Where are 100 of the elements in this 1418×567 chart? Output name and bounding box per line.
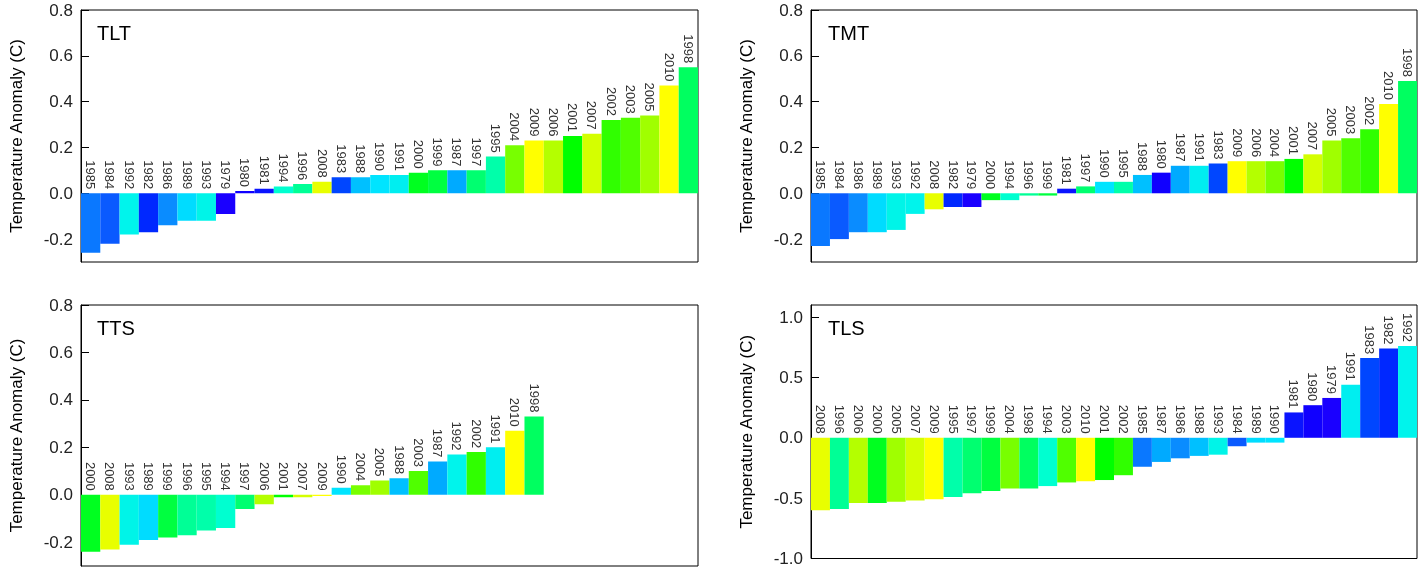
bar bbox=[1170, 437, 1190, 459]
bar bbox=[485, 447, 506, 495]
category-label: 2006 bbox=[1248, 128, 1264, 158]
category-label: 2001 bbox=[1286, 125, 1302, 155]
category-label: 1996 bbox=[831, 404, 847, 434]
category-label: 2008 bbox=[314, 148, 330, 178]
category-label: 2009 bbox=[1229, 128, 1245, 158]
bar bbox=[886, 437, 906, 502]
bar bbox=[524, 416, 544, 495]
category-label: 2002 bbox=[603, 87, 619, 116]
category-label: 1989 bbox=[140, 461, 156, 491]
y-axis-title: Temperature Anomaly (C) bbox=[7, 338, 26, 533]
category-label: 2010 bbox=[661, 52, 677, 82]
bar bbox=[350, 177, 371, 194]
bar bbox=[1360, 358, 1380, 438]
category-label: 1982 bbox=[140, 160, 156, 190]
bar bbox=[1038, 437, 1058, 487]
bar bbox=[428, 170, 448, 194]
category-label: 1979 bbox=[964, 160, 980, 190]
category-label: 1995 bbox=[945, 404, 961, 434]
category-label: 1981 bbox=[1286, 379, 1302, 409]
bar bbox=[235, 494, 255, 510]
bar bbox=[867, 437, 887, 503]
category-label: 1992 bbox=[907, 160, 923, 190]
category-label: 1979 bbox=[1324, 365, 1340, 394]
category-label: 2004 bbox=[1002, 404, 1018, 434]
category-label: 2000 bbox=[410, 139, 426, 169]
category-label: 1991 bbox=[488, 414, 504, 444]
bar bbox=[582, 133, 602, 194]
category-label: 2010 bbox=[507, 397, 523, 427]
category-label: 1991 bbox=[1343, 351, 1359, 381]
bar bbox=[1341, 384, 1361, 438]
category-label: 1993 bbox=[121, 461, 137, 491]
bar bbox=[1208, 437, 1228, 455]
bar bbox=[1284, 412, 1304, 438]
category-label: 1983 bbox=[1210, 130, 1226, 160]
bar bbox=[1322, 140, 1342, 194]
category-label: 1987 bbox=[1153, 404, 1169, 434]
category-label: 1984 bbox=[102, 160, 118, 190]
bar bbox=[659, 85, 679, 194]
y-tick-label: 0.6 bbox=[49, 342, 73, 362]
category-label: 1995 bbox=[488, 123, 504, 153]
bar bbox=[177, 193, 197, 221]
bar bbox=[1284, 158, 1304, 194]
category-label: 2006 bbox=[850, 404, 866, 434]
bar bbox=[811, 193, 830, 246]
bar bbox=[312, 181, 332, 194]
y-tick-label: 1.0 bbox=[779, 307, 803, 327]
category-label: 1999 bbox=[983, 404, 999, 434]
category-label: 1983 bbox=[333, 144, 349, 174]
bar bbox=[100, 494, 120, 550]
bar bbox=[1398, 81, 1417, 194]
category-label: 1988 bbox=[391, 445, 407, 475]
bar bbox=[81, 193, 101, 253]
bar bbox=[981, 193, 1001, 201]
category-label: 1993 bbox=[1210, 404, 1226, 434]
bar bbox=[331, 487, 351, 495]
y-tick-label: 0.8 bbox=[49, 295, 73, 315]
bar bbox=[543, 140, 564, 194]
category-label: 1987 bbox=[449, 137, 465, 167]
category-label: 2005 bbox=[888, 404, 904, 434]
category-label: 2000 bbox=[83, 461, 99, 491]
category-label: 2000 bbox=[869, 404, 885, 434]
y-tick-label: 0.5 bbox=[779, 367, 803, 387]
category-label: 1993 bbox=[888, 160, 904, 190]
y-tick-label: 0.8 bbox=[49, 0, 73, 20]
category-label: 1980 bbox=[1153, 139, 1169, 169]
bar bbox=[1114, 181, 1133, 194]
y-axis-title: Temperature Anomaly (C) bbox=[737, 334, 756, 529]
bar bbox=[177, 494, 197, 536]
category-label: 1990 bbox=[1097, 148, 1113, 178]
bar bbox=[1208, 163, 1228, 194]
bar bbox=[1170, 165, 1190, 194]
category-label: 1986 bbox=[1172, 404, 1188, 434]
category-label: 2010 bbox=[1381, 71, 1397, 100]
category-label: 2002 bbox=[468, 419, 484, 449]
bar bbox=[293, 184, 313, 194]
bar bbox=[1189, 165, 1209, 194]
bar bbox=[466, 170, 486, 194]
bar bbox=[924, 193, 944, 210]
bar bbox=[905, 437, 925, 501]
bar bbox=[1095, 181, 1114, 194]
category-label: 1985 bbox=[812, 160, 828, 190]
bar bbox=[138, 494, 159, 540]
category-label: 2003 bbox=[410, 438, 426, 468]
bar bbox=[331, 177, 351, 194]
category-label: 1999 bbox=[430, 137, 446, 167]
category-label: 1990 bbox=[333, 454, 349, 484]
bar bbox=[1000, 193, 1020, 201]
category-label: 2003 bbox=[623, 84, 639, 114]
y-tick-label: 0.4 bbox=[779, 92, 803, 112]
category-label: 1988 bbox=[1134, 142, 1150, 171]
category-label: 2006 bbox=[256, 461, 272, 491]
y-axis-title: Temperature Anomaly (C) bbox=[737, 39, 756, 233]
category-label: 2009 bbox=[926, 404, 942, 434]
bar bbox=[1151, 437, 1171, 462]
category-label: 1994 bbox=[218, 461, 234, 491]
bar bbox=[563, 136, 583, 194]
bar bbox=[981, 437, 1001, 491]
y-tick-label: 0.0 bbox=[49, 485, 73, 505]
